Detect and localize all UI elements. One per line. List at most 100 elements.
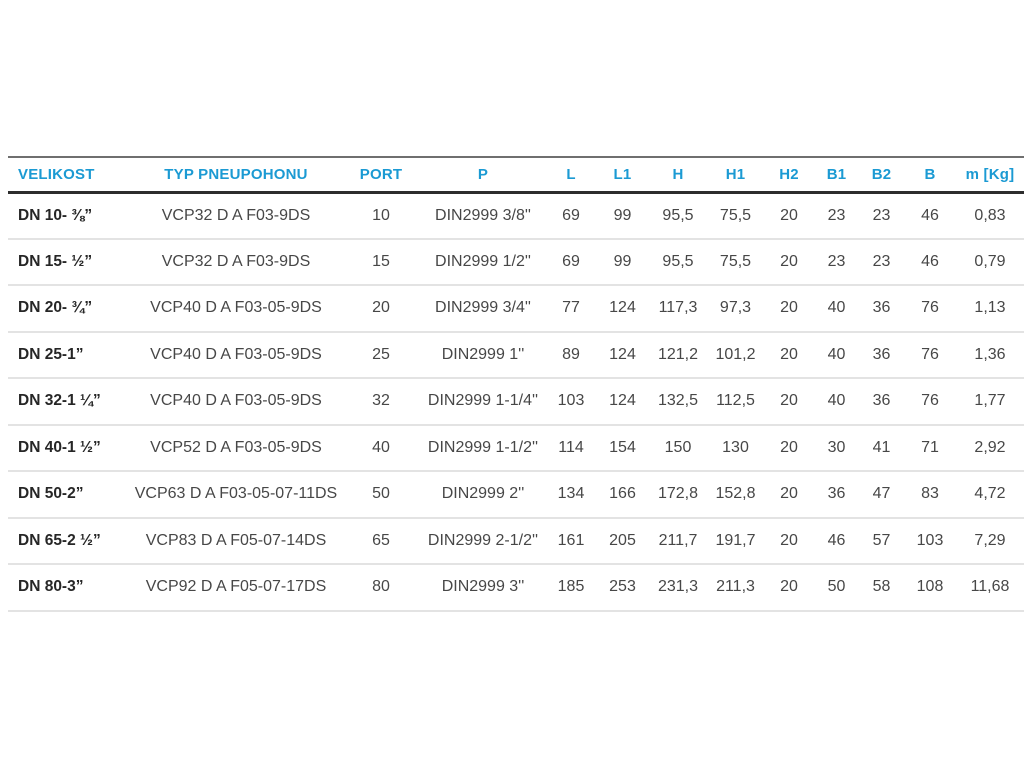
cell-b1: 23	[827, 206, 846, 224]
cell-b2: 41	[872, 438, 891, 456]
cell-p: DIN2999 1-1/4''	[427, 392, 539, 410]
cell-l1: 154	[609, 438, 636, 456]
cell-b2: 36	[872, 392, 891, 410]
cell-h2: 20	[780, 392, 798, 410]
cell-m-kg: 1,36	[974, 345, 1006, 363]
cell-b: 76	[921, 299, 939, 317]
cell-m-kg: 1,77	[974, 392, 1006, 410]
cell-b1: 30	[827, 438, 846, 456]
cell-b2: 36	[872, 299, 891, 317]
cell-b1: 50	[827, 578, 846, 596]
cell-typ-pneupohonu: VCP83 D A F05-07-14DS	[145, 531, 327, 549]
table-row: DN 65-2 ½” VCP83 D A F05-07-14DS 65 DIN2999…	[8, 518, 1024, 564]
cell-h: 211,7	[658, 531, 698, 549]
cell-p: DIN2999 2''	[441, 485, 525, 503]
header-row: VELIKOST TYP PNEUPOHONU PORT P L L1 H H1 H2 B1 B2 B…	[8, 157, 1024, 192]
cell-h2: 20	[780, 299, 798, 317]
cell-port: 32	[372, 392, 390, 410]
cell-l1: 166	[609, 485, 636, 503]
spec-table: VELIKOST TYP PNEUPOHONU PORT P L L1 H H1 H2 B1 B2 B…	[8, 156, 1024, 612]
cell-h1: 97,3	[719, 299, 752, 317]
cell-l1: 205	[609, 531, 636, 549]
cell-m-kg: 2,92	[974, 438, 1006, 456]
cell-p: DIN2999 1/2''	[435, 252, 531, 270]
cell-typ-pneupohonu: VCP32 D A F03-9DS	[161, 252, 311, 270]
cell-b2: 23	[872, 252, 891, 270]
cell-port: 20	[372, 299, 390, 317]
cell-l1: 124	[609, 392, 636, 410]
cell-b2: 23	[872, 206, 891, 224]
cell-velikost: DN 10- ⅜”	[18, 206, 93, 224]
cell-l1: 253	[609, 578, 636, 596]
cell-h2: 20	[780, 252, 798, 270]
cell-b: 46	[921, 206, 939, 224]
table-row: DN 50-2” VCP63 D A F03-05-07-11DS 50 DIN299…	[8, 471, 1024, 518]
cell-h: 172,8	[657, 485, 699, 503]
cell-h: 95,5	[662, 252, 694, 270]
cell-m-kg: 1,13	[974, 299, 1006, 317]
cell-l: 103	[557, 392, 585, 410]
cell-h: 231,3	[657, 578, 699, 596]
cell-b1: 23	[827, 252, 846, 270]
cell-h1: 191,7	[715, 531, 756, 549]
cell-m-kg: 4,72	[974, 485, 1006, 503]
cell-m-kg: 11,68	[970, 578, 1010, 596]
cell-h: 95,5	[662, 206, 694, 224]
cell-h: 121,2	[657, 345, 699, 363]
cell-h2: 20	[780, 206, 798, 224]
cell-velikost: DN 20- ¾”	[18, 299, 93, 317]
cell-p: DIN2999 3''	[441, 578, 525, 596]
table-row: DN 25-1” VCP40 D A F03-05-9DS 25 DIN2999 1'…	[8, 332, 1024, 378]
cell-m-kg: 0,79	[974, 252, 1006, 270]
cell-h1: 152,8	[715, 485, 756, 503]
cell-l: 134	[557, 485, 585, 503]
cell-port: 65	[372, 531, 390, 549]
cell-p: DIN2999 1-1/2''	[427, 438, 539, 456]
cell-velikost: DN 65-2 ½”	[18, 531, 101, 549]
cell-l: 69	[562, 206, 580, 224]
cell-h1: 112,5	[716, 392, 755, 410]
cell-l: 77	[562, 299, 580, 317]
valve-actuator-spec-table-wrap: VELIKOST TYP PNEUPOHONU PORT P L L1 H H1 H2 B1 B2 B…	[8, 156, 1024, 612]
cell-b1: 36	[827, 485, 846, 503]
cell-h2: 20	[780, 345, 798, 363]
cell-h: 117,3	[658, 299, 698, 317]
column-header-typ-pneupohonu: TYP PNEUPOHONU	[164, 165, 308, 183]
cell-h1: 75,5	[719, 252, 752, 270]
column-header-p: P	[477, 165, 489, 183]
cell-p: DIN2999 2-1/2''	[427, 531, 539, 549]
cell-h1: 75,5	[719, 206, 752, 224]
cell-h: 132,5	[657, 392, 699, 410]
cell-h1: 211,3	[716, 578, 755, 596]
cell-typ-pneupohonu: VCP32 D A F03-9DS	[161, 206, 311, 224]
column-header-port: PORT	[359, 165, 403, 183]
table-row: DN 15- ½” VCP32 D A F03-9DS 15 DIN2999 1/2'…	[8, 239, 1024, 285]
spec-table-head: VELIKOST TYP PNEUPOHONU PORT P L L1 H H1 H2 B1 B2 B…	[8, 157, 1024, 192]
cell-h2: 20	[780, 578, 798, 596]
table-row: DN 80-3” VCP92 D A F05-07-17DS 80 DIN2999 3…	[8, 564, 1024, 611]
cell-port: 10	[372, 206, 390, 224]
cell-l: 185	[557, 578, 585, 596]
cell-velikost: DN 25-1”	[18, 345, 84, 363]
cell-velikost: DN 40-1 ½”	[18, 438, 101, 456]
cell-p: DIN2999 1''	[441, 345, 525, 363]
column-header-l1: L1	[613, 165, 632, 183]
table-row: DN 20- ¾” VCP40 D A F03-05-9DS 20 DIN2999 3…	[8, 285, 1024, 332]
cell-port: 40	[372, 438, 390, 456]
cell-port: 80	[372, 578, 390, 596]
column-header-h2: H2	[779, 165, 799, 183]
cell-b1: 40	[827, 345, 846, 363]
column-header-velikost: VELIKOST	[18, 165, 95, 183]
cell-b1: 46	[827, 531, 846, 549]
cell-l1: 99	[613, 206, 632, 224]
cell-l: 161	[557, 531, 585, 549]
cell-velikost: DN 50-2”	[18, 485, 84, 503]
cell-l1: 124	[609, 345, 636, 363]
cell-b2: 57	[872, 531, 891, 549]
column-header-h: H	[672, 165, 684, 183]
cell-h1: 130	[722, 438, 749, 456]
cell-typ-pneupohonu: VCP92 D A F05-07-17DS	[145, 578, 327, 596]
column-header-h1: H1	[725, 165, 746, 183]
table-row: DN 32-1 ¼” VCP40 D A F03-05-9DS 32 DIN2999 …	[8, 378, 1024, 425]
cell-b1: 40	[827, 392, 846, 410]
